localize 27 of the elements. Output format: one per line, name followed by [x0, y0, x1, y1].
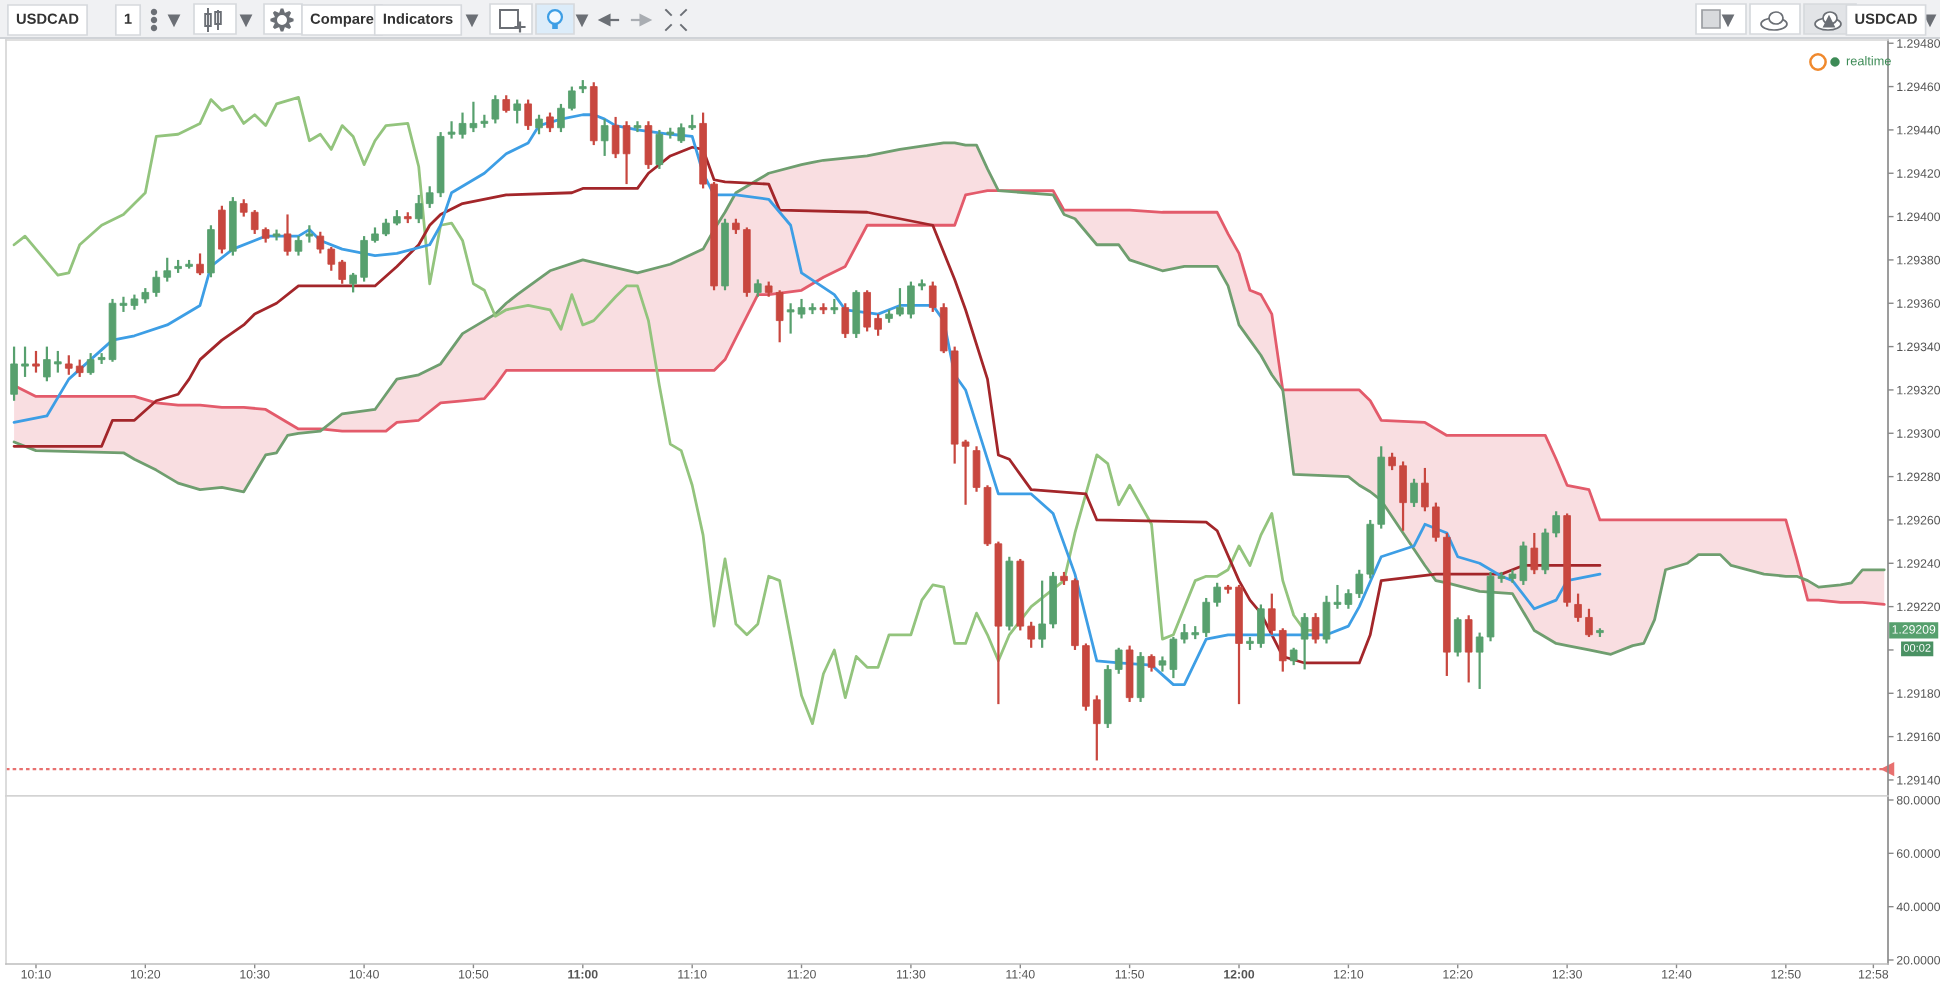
- candlestick: [1136, 651, 1145, 704]
- line-series: [12, 189, 1886, 606]
- candlestick: [513, 98, 521, 125]
- candlestick: [1453, 616, 1462, 658]
- line-series: [12, 96, 1317, 726]
- candlestick: [491, 94, 500, 125]
- candlestick: [1300, 612, 1309, 671]
- candlestick: [852, 289, 861, 340]
- candlestick: [207, 224, 215, 279]
- candlestick: [524, 98, 532, 132]
- candlestick: [32, 349, 40, 374]
- candlestick: [535, 113, 543, 136]
- candlestick: [1125, 644, 1134, 704]
- candlestick: [294, 234, 303, 257]
- candlestick: [196, 252, 204, 277]
- candlestick: [218, 204, 226, 255]
- candlestick: [1410, 477, 1418, 509]
- candlestick: [819, 302, 828, 316]
- candlestick: [841, 302, 850, 340]
- candlestick: [1311, 612, 1320, 645]
- candlestick: [1464, 614, 1473, 684]
- candlestick: [546, 111, 554, 134]
- candlestick: [283, 213, 292, 257]
- candlestick: [600, 117, 609, 158]
- candlestick: [644, 120, 653, 171]
- candlestick: [1530, 531, 1539, 576]
- candlestick: [633, 120, 642, 134]
